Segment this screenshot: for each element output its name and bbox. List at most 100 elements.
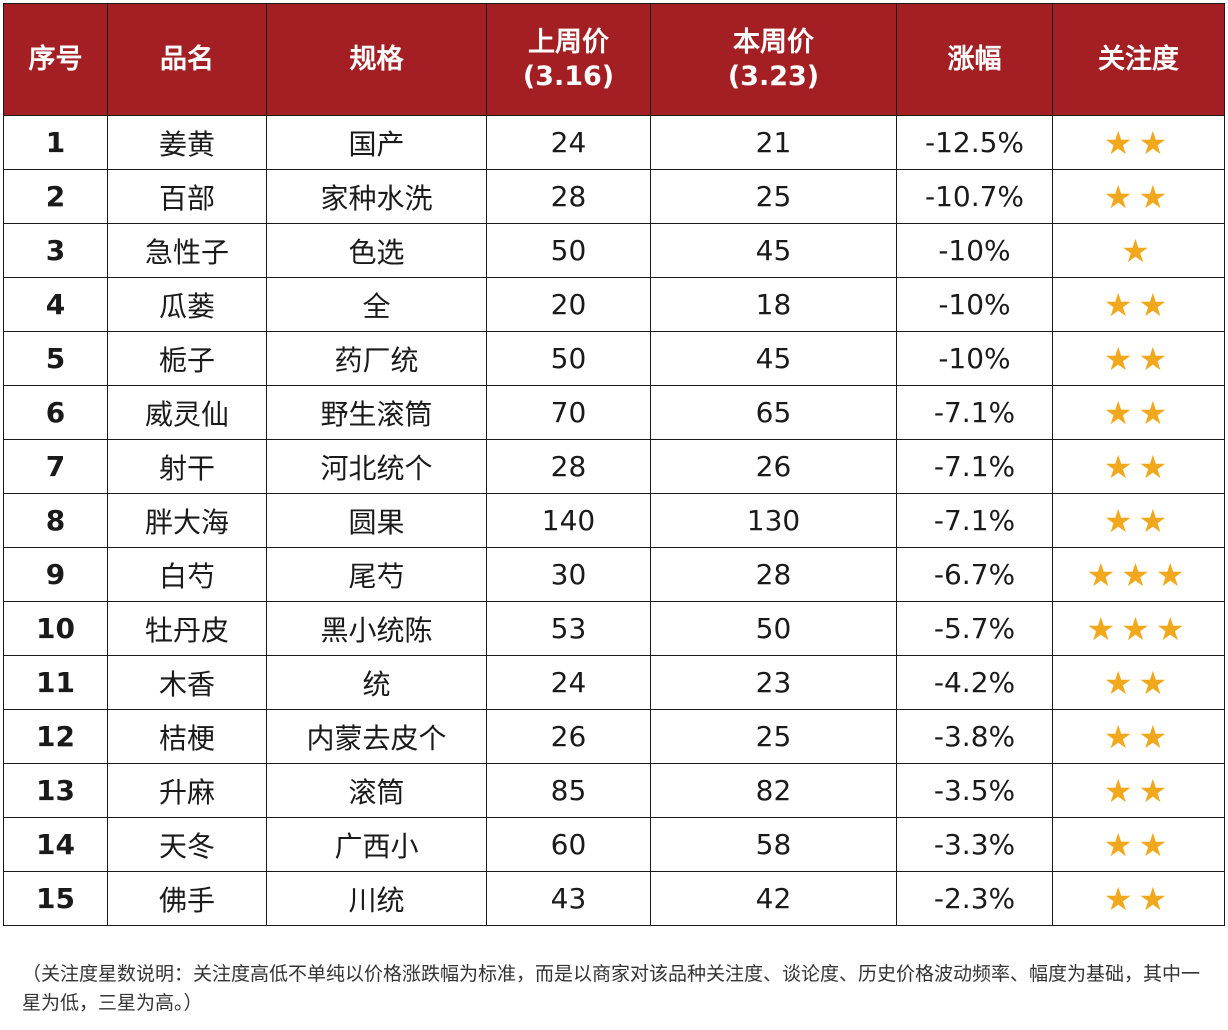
cell-index: 14 bbox=[3, 817, 108, 872]
table-row: 14 天冬 广西小 60 58 -3.3% ★★ bbox=[3, 817, 1225, 872]
cell-name: 佛手 bbox=[107, 871, 267, 926]
cell-change: -3.8% bbox=[896, 709, 1053, 764]
cell-last-week-price: 60 bbox=[486, 817, 651, 872]
table-row: 1 姜黄 国产 24 21 -12.5% ★★ bbox=[3, 115, 1225, 170]
star-rating-note: （关注度星数说明：关注度高低不单纯以价格涨跌幅为标准，而是以商家对该品种关注度、… bbox=[22, 963, 1201, 1014]
cell-spec: 黑小统陈 bbox=[266, 601, 487, 656]
cell-attention: ★ bbox=[1052, 223, 1225, 278]
cell-index: 8 bbox=[3, 493, 108, 548]
cell-last-week-price: 24 bbox=[486, 115, 651, 170]
header-last-week-label: 上周价 bbox=[528, 26, 609, 58]
cell-spec: 野生滚筒 bbox=[266, 385, 487, 440]
cell-spec: 河北统个 bbox=[266, 439, 487, 494]
table-row: 5 栀子 药厂统 50 45 -10% ★★ bbox=[3, 331, 1225, 386]
cell-change: -4.2% bbox=[896, 655, 1053, 710]
table-row: 12 桔梗 内蒙去皮个 26 25 -3.8% ★★ bbox=[3, 709, 1225, 764]
cell-spec: 尾芍 bbox=[266, 547, 487, 602]
table-row: 13 升麻 滚筒 85 82 -3.5% ★★ bbox=[3, 763, 1225, 818]
cell-last-week-price: 140 bbox=[486, 493, 651, 548]
cell-attention: ★★ bbox=[1052, 331, 1225, 386]
cell-this-week-price: 58 bbox=[650, 817, 897, 872]
cell-last-week-price: 50 bbox=[486, 223, 651, 278]
cell-attention: ★★ bbox=[1052, 439, 1225, 494]
cell-index: 6 bbox=[3, 385, 108, 440]
cell-change: -7.1% bbox=[896, 385, 1053, 440]
cell-name: 木香 bbox=[107, 655, 267, 710]
cell-name: 瓜蒌 bbox=[107, 277, 267, 332]
table-row: 11 木香统 24 23 -4.2% ★★ bbox=[3, 655, 1225, 710]
header-this-week-date: (3.23) bbox=[727, 60, 820, 92]
header-last-week-date: (3.16) bbox=[522, 60, 615, 92]
cell-name: 桔梗 bbox=[107, 709, 267, 764]
cell-attention: ★★ bbox=[1052, 655, 1225, 710]
star-rating-icon: ★★ bbox=[1103, 393, 1174, 432]
cell-index: 3 bbox=[3, 223, 108, 278]
cell-change: -12.5% bbox=[896, 115, 1053, 170]
star-rating-icon: ★★★ bbox=[1086, 609, 1191, 648]
cell-spec: 广西小 bbox=[266, 817, 487, 872]
cell-last-week-price: 30 bbox=[486, 547, 651, 602]
star-rating-icon: ★★ bbox=[1103, 879, 1174, 918]
cell-name: 牡丹皮 bbox=[107, 601, 267, 656]
cell-last-week-price: 43 bbox=[486, 871, 651, 926]
header-name: 品名 bbox=[107, 3, 267, 116]
cell-this-week-price: 28 bbox=[650, 547, 897, 602]
cell-name: 姜黄 bbox=[107, 115, 267, 170]
cell-index: 7 bbox=[3, 439, 108, 494]
cell-last-week-price: 24 bbox=[486, 655, 651, 710]
header-this-week-label: 本周价 bbox=[733, 26, 814, 58]
star-rating-icon: ★★ bbox=[1103, 339, 1174, 378]
cell-index: 4 bbox=[3, 277, 108, 332]
cell-spec: 统 bbox=[266, 655, 487, 710]
star-rating-icon: ★ bbox=[1121, 231, 1156, 270]
table-row: 10 牡丹皮 黑小统陈 53 50 -5.7% ★★★ bbox=[3, 601, 1225, 656]
cell-attention: ★★ bbox=[1052, 115, 1225, 170]
table-row: 2 百部 家种水洗 28 25 -10.7% ★★ bbox=[3, 169, 1225, 224]
star-rating-icon: ★★ bbox=[1103, 825, 1174, 864]
cell-this-week-price: 45 bbox=[650, 331, 897, 386]
cell-attention: ★★ bbox=[1052, 493, 1225, 548]
cell-name: 百部 bbox=[107, 169, 267, 224]
cell-spec: 色选 bbox=[266, 223, 487, 278]
cell-name: 威灵仙 bbox=[107, 385, 267, 440]
cell-index: 1 bbox=[3, 115, 108, 170]
cell-index: 15 bbox=[3, 871, 108, 926]
header-spec: 规格 bbox=[266, 3, 487, 116]
cell-this-week-price: 26 bbox=[650, 439, 897, 494]
cell-change: -7.1% bbox=[896, 493, 1053, 548]
header-index: 序号 bbox=[3, 3, 108, 116]
cell-name: 栀子 bbox=[107, 331, 267, 386]
header-attention: 关注度 bbox=[1052, 3, 1225, 116]
cell-this-week-price: 130 bbox=[650, 493, 897, 548]
star-rating-icon: ★★ bbox=[1103, 717, 1174, 756]
cell-change: -3.5% bbox=[896, 763, 1053, 818]
cell-change: -10% bbox=[896, 331, 1053, 386]
cell-last-week-price: 85 bbox=[486, 763, 651, 818]
cell-change: -7.1% bbox=[896, 439, 1053, 494]
star-rating-icon: ★★ bbox=[1103, 447, 1174, 486]
cell-name: 急性子 bbox=[107, 223, 267, 278]
cell-spec: 川统 bbox=[266, 871, 487, 926]
cell-this-week-price: 23 bbox=[650, 655, 897, 710]
cell-spec: 内蒙去皮个 bbox=[266, 709, 487, 764]
cell-attention: ★★ bbox=[1052, 385, 1225, 440]
cell-index: 11 bbox=[3, 655, 108, 710]
cell-attention: ★★★ bbox=[1052, 601, 1225, 656]
cell-index: 2 bbox=[3, 169, 108, 224]
cell-index: 12 bbox=[3, 709, 108, 764]
table-body: 1 姜黄 国产 24 21 -12.5% ★★ 2 百部 家种水洗 28 25 -10.7% ★★ 3 急性子… bbox=[3, 115, 1225, 926]
cell-this-week-price: 25 bbox=[650, 169, 897, 224]
star-rating-icon: ★★ bbox=[1103, 123, 1174, 162]
cell-change: -3.3% bbox=[896, 817, 1053, 872]
cell-attention: ★★★ bbox=[1052, 547, 1225, 602]
cell-name: 升麻 bbox=[107, 763, 267, 818]
cell-this-week-price: 42 bbox=[650, 871, 897, 926]
cell-spec: 家种水洗 bbox=[266, 169, 487, 224]
cell-last-week-price: 50 bbox=[486, 331, 651, 386]
cell-last-week-price: 28 bbox=[486, 169, 651, 224]
star-rating-icon: ★★ bbox=[1103, 177, 1174, 216]
cell-index: 9 bbox=[3, 547, 108, 602]
cell-this-week-price: 45 bbox=[650, 223, 897, 278]
